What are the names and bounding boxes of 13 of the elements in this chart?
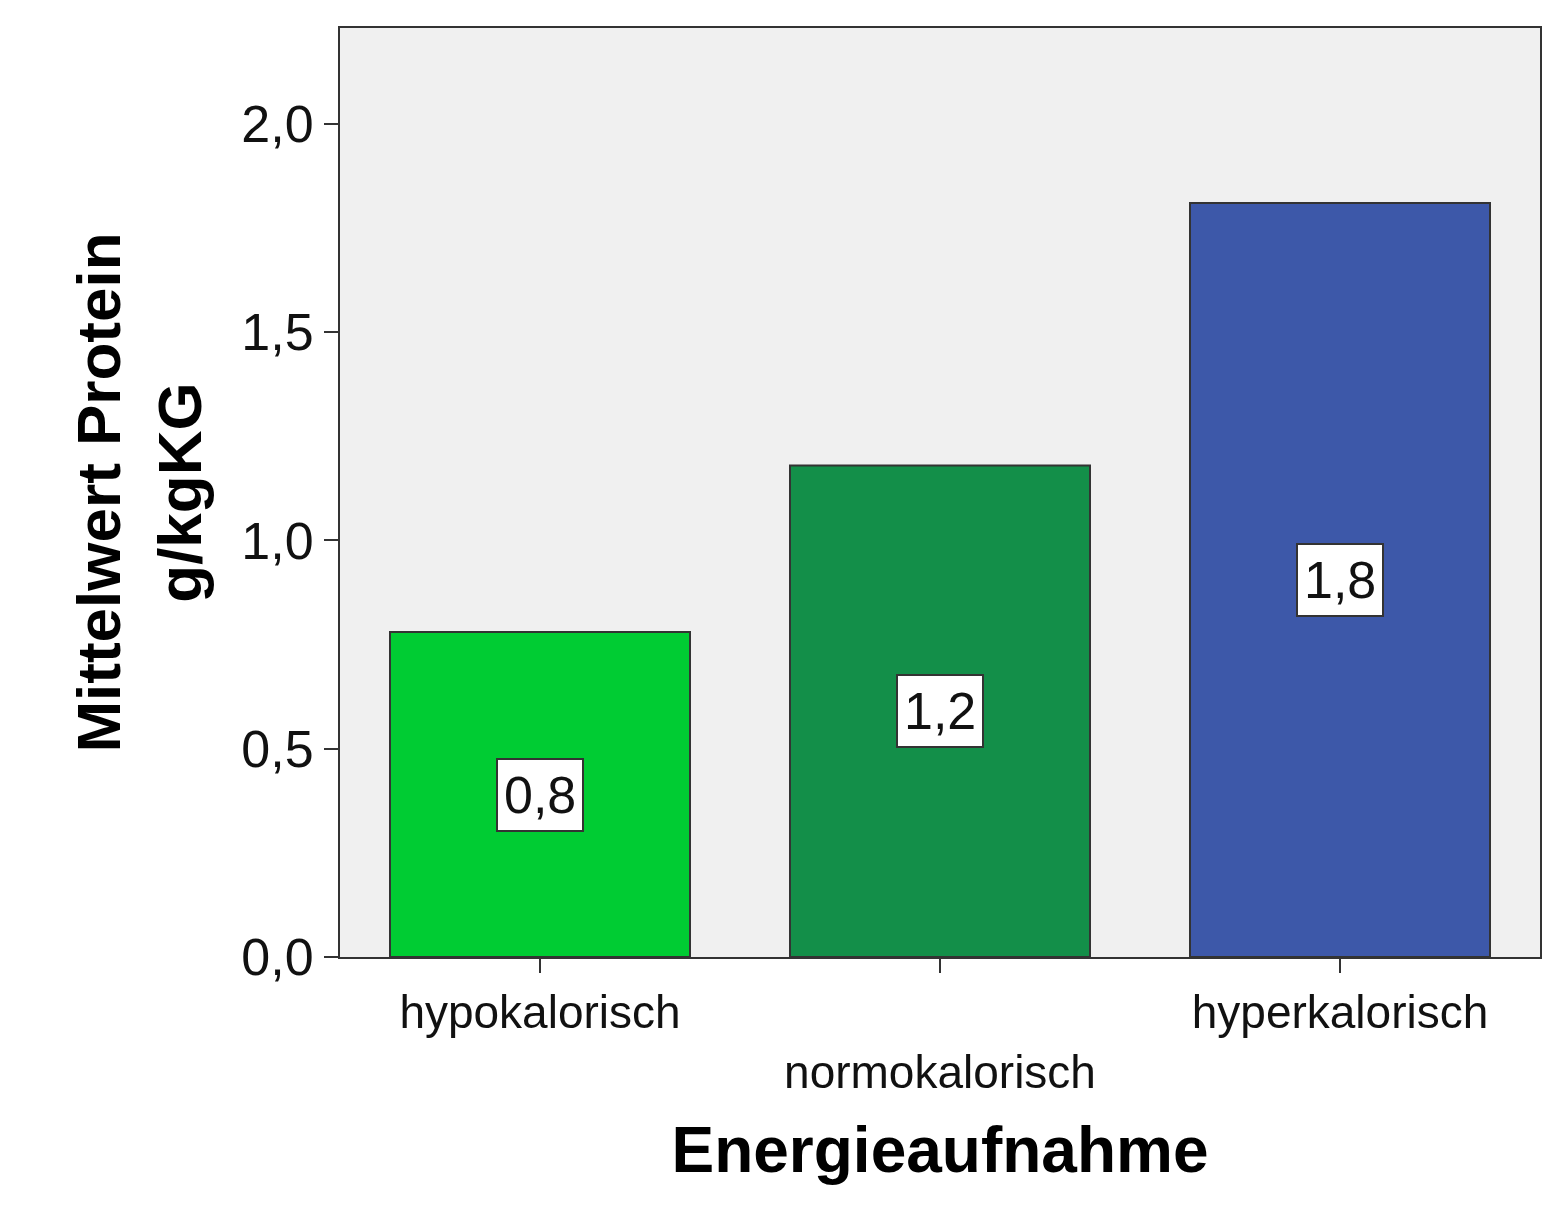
x-axis-title: Energieaufnahme [671,1113,1209,1186]
y-tick-label: 0,5 [241,719,314,778]
x-tick-label: hypokalorisch [399,986,681,1039]
x-tick-label: hyperkalorisch [1191,986,1489,1039]
data-label: 0,8 [504,766,577,824]
data-label: 1,2 [904,682,977,740]
data-label: 1,8 [1304,551,1377,609]
y-tick-label: 0,0 [241,928,314,987]
x-tick-label: normokalorisch [784,1046,1096,1098]
y-tick-label: 1,5 [241,303,314,362]
y-axis-title: Mittelwert Protein g/kgKG [64,232,214,753]
y-tick-label: 2,0 [241,95,314,154]
y-tick-label: 1,0 [241,511,314,570]
